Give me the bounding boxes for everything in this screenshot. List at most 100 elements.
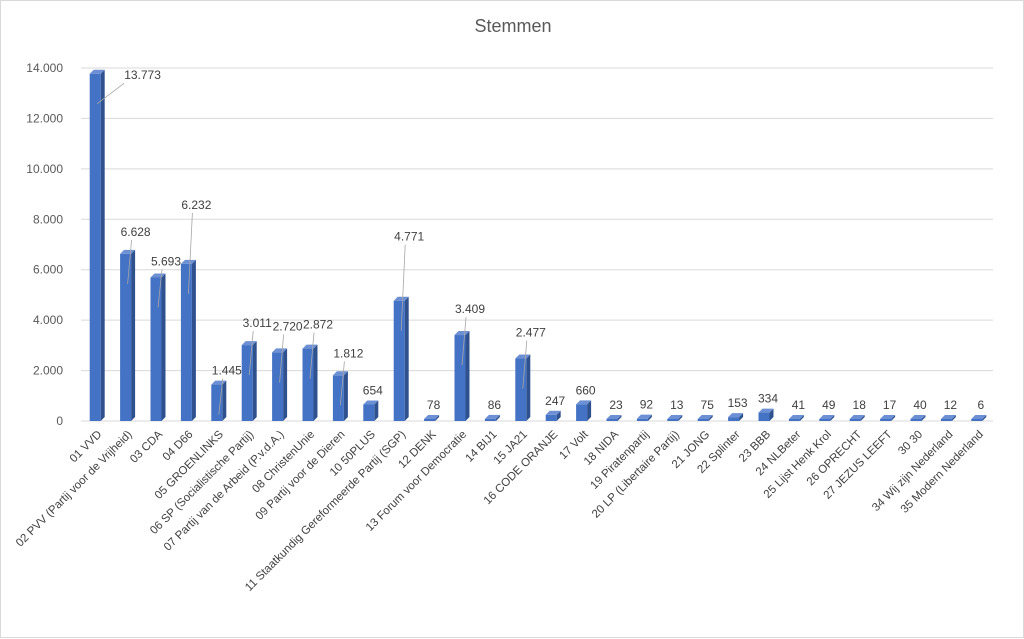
bar	[667, 415, 683, 421]
data-label: 12	[944, 398, 958, 412]
bar-side	[860, 415, 865, 421]
bar-top	[576, 400, 592, 405]
bar-side	[252, 341, 257, 421]
bar-side	[830, 415, 835, 421]
bar-front	[788, 419, 800, 421]
data-label: 3.011	[243, 316, 272, 330]
bar-side	[313, 344, 318, 421]
data-label: 334	[758, 392, 778, 406]
data-label: 13	[670, 398, 684, 412]
bar-front	[697, 419, 709, 421]
data-label: 18	[853, 398, 867, 412]
bar	[332, 371, 348, 421]
bar	[302, 344, 318, 421]
bar-front	[454, 335, 466, 421]
bar	[120, 249, 136, 421]
data-label: 78	[427, 398, 441, 412]
bar-front	[211, 384, 223, 421]
bar-top	[120, 249, 136, 254]
bar-top	[180, 259, 196, 264]
bar-front	[332, 375, 344, 421]
bar-top	[454, 331, 470, 336]
data-label: 49	[822, 398, 836, 412]
y-tick-label: 0	[56, 414, 63, 428]
bar-side	[161, 273, 166, 421]
bar	[484, 414, 500, 421]
bar-front	[393, 300, 405, 421]
bar-front	[545, 414, 557, 421]
bar-top	[332, 371, 348, 376]
data-label: 247	[545, 394, 565, 408]
bar-front	[484, 418, 496, 421]
category-label: 03 CDA	[128, 428, 165, 465]
bar-front	[758, 412, 770, 421]
bar-front	[880, 419, 892, 421]
bar-side	[526, 354, 531, 421]
data-label-leader	[522, 340, 528, 389]
bar	[697, 415, 713, 421]
bar-top	[971, 415, 987, 419]
bar-side	[951, 415, 956, 421]
category-label: 30 30	[896, 429, 925, 458]
bar-front	[150, 277, 162, 421]
data-label: 6	[977, 398, 984, 412]
bar	[606, 415, 622, 421]
bar-side	[891, 415, 896, 421]
bar	[819, 415, 835, 421]
bar-top	[819, 415, 835, 419]
bar-side	[647, 414, 652, 421]
bar-side	[343, 371, 348, 421]
bar-top	[758, 408, 774, 413]
data-label: 153	[728, 396, 748, 410]
y-tick-label: 8.000	[33, 212, 63, 226]
bar-front	[971, 419, 983, 421]
bar-top	[788, 415, 804, 419]
bar	[424, 415, 440, 421]
bar-front	[515, 358, 527, 421]
data-label: 17	[883, 398, 897, 412]
bar-top	[728, 413, 744, 418]
data-label: 40	[913, 398, 927, 412]
data-label: 5.693	[151, 254, 181, 268]
data-label: 654	[363, 384, 383, 398]
data-label-leader	[218, 378, 224, 415]
data-label: 1.445	[212, 364, 242, 378]
bar-front	[819, 419, 831, 421]
data-label-leader	[340, 361, 345, 406]
bar-top	[363, 400, 379, 405]
bar	[150, 273, 166, 421]
bar-top	[697, 415, 713, 419]
bar-top	[545, 410, 561, 415]
data-label: 13.773	[124, 68, 161, 82]
data-label-leader	[96, 82, 125, 105]
bar-front	[667, 419, 679, 421]
bar	[211, 380, 227, 421]
bar	[788, 415, 804, 421]
bar-front	[89, 73, 101, 422]
bar-side	[495, 414, 500, 421]
bar	[758, 408, 774, 421]
data-label-leader	[248, 331, 254, 376]
bar-top	[302, 344, 318, 349]
bar	[849, 415, 865, 421]
bar-side	[465, 331, 470, 421]
bar	[636, 414, 652, 421]
bar-front	[180, 263, 192, 421]
data-label: 3.409	[455, 302, 485, 316]
bar-front	[272, 352, 284, 421]
bar-top	[880, 415, 896, 419]
data-label-leader	[188, 212, 193, 294]
bar-top	[910, 415, 926, 419]
bar	[363, 400, 379, 421]
bar-front	[302, 348, 314, 421]
bar-side	[921, 415, 926, 421]
bar-side	[799, 415, 804, 421]
bar-side	[374, 400, 379, 421]
bar	[910, 415, 926, 421]
bar	[241, 341, 257, 421]
category-label: 02 PVV (Partij voor de Vrijheid)	[14, 429, 135, 550]
bar	[940, 415, 956, 421]
bar-front	[241, 345, 253, 421]
